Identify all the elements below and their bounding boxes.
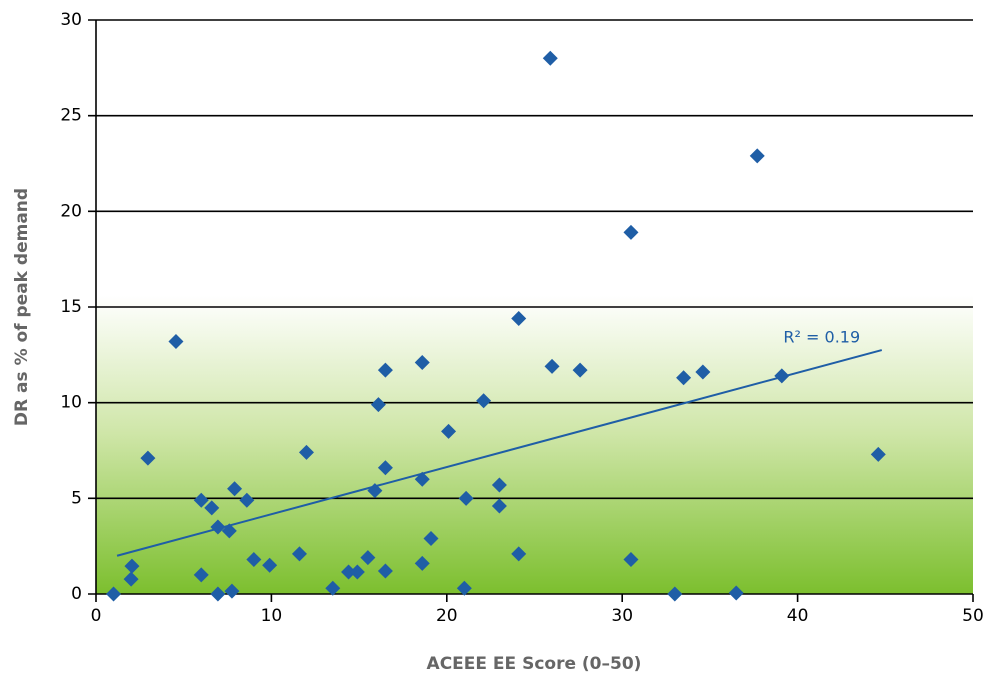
y-tick-label: 30 xyxy=(60,10,82,30)
point xyxy=(193,567,209,583)
point xyxy=(204,500,220,516)
y-tick-label: 0 xyxy=(71,584,82,604)
point xyxy=(140,450,156,466)
x-axis-title: ACEEE EE Score (0–50) xyxy=(427,654,642,674)
point xyxy=(667,586,683,602)
point xyxy=(262,557,278,573)
point xyxy=(476,393,492,409)
point xyxy=(360,550,376,566)
point xyxy=(377,563,393,579)
point xyxy=(728,585,744,601)
point xyxy=(341,564,357,580)
point xyxy=(210,586,226,602)
y-tick-label: 20 xyxy=(60,201,82,221)
point xyxy=(491,477,507,493)
y-tick-label: 25 xyxy=(60,106,82,126)
point xyxy=(414,555,430,571)
point xyxy=(542,50,558,66)
point xyxy=(491,498,507,514)
point xyxy=(377,362,393,378)
point xyxy=(370,397,386,413)
point xyxy=(168,333,184,349)
x-tick-label: 50 xyxy=(962,606,984,626)
point xyxy=(544,358,560,374)
point xyxy=(193,492,209,508)
point xyxy=(414,354,430,370)
point xyxy=(291,546,307,562)
point xyxy=(870,446,886,462)
y-tick-label: 15 xyxy=(60,297,82,317)
point xyxy=(325,580,341,596)
point xyxy=(623,552,639,568)
point xyxy=(749,148,765,164)
x-tick-label: 20 xyxy=(436,606,458,626)
point xyxy=(246,552,262,568)
point xyxy=(239,492,255,508)
x-tick-label: 30 xyxy=(611,606,633,626)
point xyxy=(423,531,439,547)
point xyxy=(106,586,122,602)
point xyxy=(456,580,472,596)
point xyxy=(349,564,365,580)
point xyxy=(572,362,588,378)
point xyxy=(695,364,711,380)
point xyxy=(210,519,226,535)
point xyxy=(123,571,139,587)
point xyxy=(458,490,474,506)
y-tick-label: 5 xyxy=(71,488,82,508)
point xyxy=(298,444,314,460)
x-tick-label: 0 xyxy=(91,606,102,626)
point xyxy=(124,558,140,574)
point xyxy=(511,310,527,326)
trendline-label: R² = 0.19 xyxy=(783,328,860,347)
point xyxy=(224,583,240,599)
point xyxy=(227,481,243,497)
x-tick-label: 10 xyxy=(261,606,283,626)
y-axis-title: DR as % of peak demand xyxy=(12,188,32,426)
point xyxy=(441,423,457,439)
y-tick-label: 10 xyxy=(60,393,82,413)
point xyxy=(774,368,790,384)
point xyxy=(377,460,393,476)
trendline xyxy=(116,349,883,557)
point xyxy=(623,224,639,240)
x-tick-label: 40 xyxy=(787,606,809,626)
point xyxy=(676,370,692,386)
point xyxy=(511,546,527,562)
